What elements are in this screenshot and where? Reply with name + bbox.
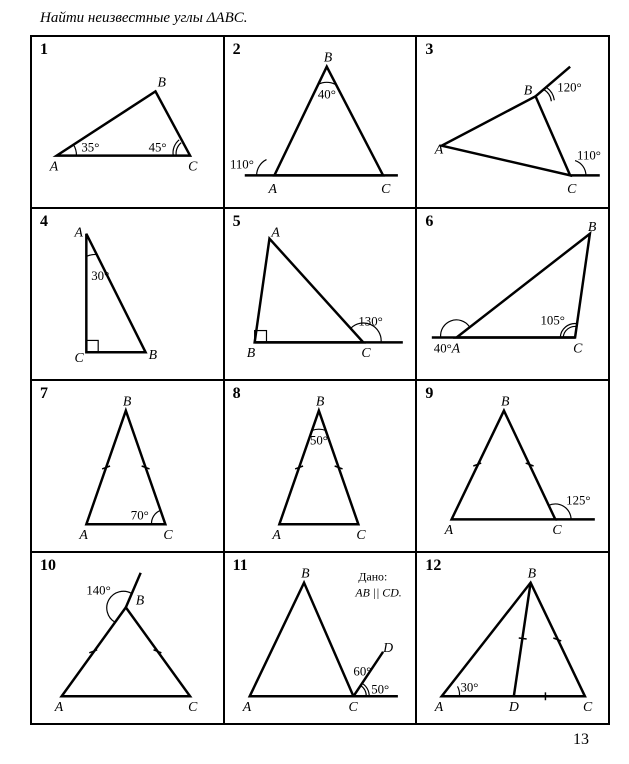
- svg-text:105°: 105°: [541, 314, 565, 328]
- svg-text:A: A: [451, 340, 461, 355]
- svg-text:30°: 30°: [461, 680, 479, 694]
- svg-text:130°: 130°: [358, 315, 382, 329]
- svg-text:C: C: [356, 527, 366, 542]
- svg-text:A: A: [444, 522, 454, 537]
- task-title: Найти неизвестные углы ΔABC.: [10, 10, 619, 27]
- cell-6: 6 A B C 40° 105°: [416, 208, 609, 380]
- svg-text:B: B: [524, 82, 533, 97]
- svg-text:B: B: [136, 592, 145, 607]
- svg-text:40°: 40°: [434, 341, 452, 355]
- svg-text:B: B: [501, 394, 510, 409]
- svg-text:Дано:: Дано:: [358, 570, 387, 584]
- cell-9: 9 A B C 125°: [416, 380, 609, 552]
- svg-text:B: B: [123, 394, 132, 409]
- svg-text:B: B: [316, 394, 325, 409]
- cell-2: 2 A B C 40° 110°: [224, 36, 417, 208]
- cell-7: 7 A B C 70°: [31, 380, 224, 552]
- svg-text:C: C: [188, 158, 198, 173]
- cell-10: 10 A B C 140°: [31, 552, 224, 724]
- svg-text:120°: 120°: [558, 80, 582, 94]
- svg-text:B: B: [323, 50, 332, 65]
- svg-text:A: A: [434, 142, 444, 157]
- svg-text:D: D: [508, 699, 519, 714]
- svg-text:B: B: [149, 347, 158, 362]
- svg-text:B: B: [246, 345, 255, 360]
- svg-text:A: A: [434, 699, 444, 714]
- svg-text:C: C: [348, 699, 358, 714]
- svg-text:C: C: [583, 699, 593, 714]
- svg-text:C: C: [188, 699, 198, 714]
- svg-text:110°: 110°: [577, 149, 601, 163]
- svg-text:A: A: [49, 158, 59, 173]
- svg-text:AB || CD.: AB || CD.: [354, 586, 401, 600]
- cell-5: 5 A B C 130°: [224, 208, 417, 380]
- problems-grid: 1 A B C 35° 45° 2 A B C 40° 110° 3: [30, 35, 610, 725]
- svg-text:C: C: [361, 345, 371, 360]
- svg-text:C: C: [573, 340, 583, 355]
- svg-text:A: A: [73, 225, 83, 240]
- svg-text:B: B: [301, 566, 310, 581]
- svg-text:B: B: [588, 219, 597, 234]
- svg-text:50°: 50°: [371, 682, 389, 696]
- svg-text:30°: 30°: [91, 269, 109, 283]
- cell-8: 8 A B C 50°: [224, 380, 417, 552]
- svg-text:A: A: [267, 181, 277, 196]
- svg-text:A: A: [241, 699, 251, 714]
- svg-text:C: C: [381, 181, 391, 196]
- svg-text:60°: 60°: [353, 665, 371, 679]
- svg-text:C: C: [74, 350, 84, 365]
- cell-4: 4 A B C 30°: [31, 208, 224, 380]
- cell-12: 12 A B C D 30°: [416, 552, 609, 724]
- svg-text:A: A: [78, 527, 88, 542]
- svg-text:C: C: [163, 527, 173, 542]
- svg-text:C: C: [567, 181, 577, 196]
- svg-text:70°: 70°: [131, 508, 149, 522]
- svg-text:40°: 40°: [318, 87, 336, 101]
- svg-text:140°: 140°: [86, 584, 110, 598]
- svg-text:110°: 110°: [230, 157, 254, 171]
- svg-text:125°: 125°: [567, 494, 591, 508]
- svg-text:35°: 35°: [81, 141, 99, 155]
- svg-text:A: A: [270, 225, 280, 240]
- cell-1: 1 A B C 35° 45°: [31, 36, 224, 208]
- svg-text:D: D: [382, 640, 393, 655]
- svg-text:A: A: [271, 527, 281, 542]
- svg-text:C: C: [553, 522, 563, 537]
- svg-text:45°: 45°: [149, 141, 167, 155]
- svg-text:B: B: [157, 74, 166, 89]
- cell-11: 11 A B C D 60° 50° Дано: AB || CD.: [224, 552, 417, 724]
- svg-text:A: A: [54, 699, 64, 714]
- cell-3: 3 A B C 120° 110°: [416, 36, 609, 208]
- page-number: 13: [10, 731, 619, 749]
- svg-text:50°: 50°: [310, 433, 328, 447]
- svg-text:B: B: [528, 566, 537, 581]
